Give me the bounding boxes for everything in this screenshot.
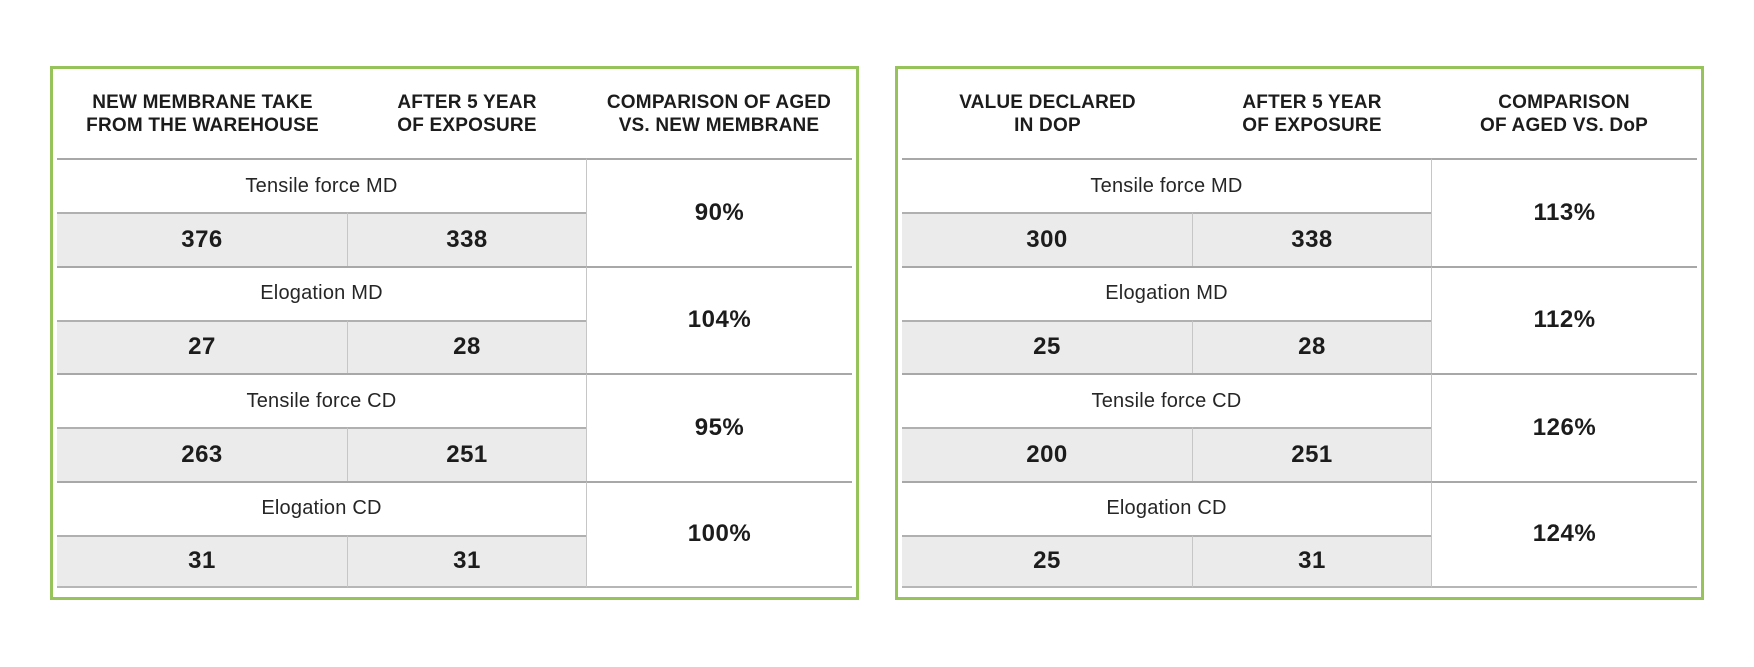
table-card-aged-vs-new-membrane: NEW MEMBRANE TAKE FROM THE WAREHOUSE AFT… [50,66,859,600]
header-line: OF AGED VS. DoP [1479,114,1649,136]
value-cell-new: 300 [902,212,1193,266]
header-line: AFTER 5 YEAR [1242,91,1382,113]
header-line: COMPARISON OF AGED [606,91,832,113]
table-aged-vs-dop: VALUE DECLARED IN DOP AFTER 5 YEAR OF EX… [902,69,1697,588]
row-label: Tensile force MD [902,158,1431,212]
header-line: IN DOP [1014,114,1081,136]
value-cell-new: 25 [902,319,1193,373]
value-cell-aged: 31 [348,534,586,588]
row-label: Tensile force MD [57,158,586,212]
header-line: VS. NEW MEMBRANE [618,114,820,136]
value-cell-new: 376 [57,212,348,266]
comparison-cell: 124% [1431,480,1697,588]
value-cell-aged: 28 [1193,319,1431,373]
value-cell-new: 31 [57,534,348,588]
column-header-after-5-year: AFTER 5 YEAR OF EXPOSURE [348,69,586,158]
row-label: Tensile force CD [57,373,586,427]
header-line: OF EXPOSURE [1242,114,1382,136]
row-label: Elogation CD [57,480,586,535]
value-cell-new: 27 [57,319,348,373]
value-cell-aged: 28 [348,319,586,373]
comparison-cell: 126% [1431,373,1697,481]
column-header-after-5-year: AFTER 5 YEAR OF EXPOSURE [1193,69,1431,158]
header-line: FROM THE WAREHOUSE [86,114,319,136]
value-cell-aged: 251 [348,427,586,481]
row-label: Elogation CD [902,480,1431,535]
column-header-value-declared: VALUE DECLARED IN DOP [902,69,1193,158]
row-label: Tensile force CD [902,373,1431,427]
row-label: Elogation MD [902,265,1431,320]
value-cell-aged: 338 [1193,212,1431,266]
table-card-aged-vs-dop: VALUE DECLARED IN DOP AFTER 5 YEAR OF EX… [895,66,1704,600]
comparison-cell: 104% [586,265,852,373]
header-line: VALUE DECLARED [959,91,1136,113]
header-line: NEW MEMBRANE TAKE [92,91,313,113]
value-cell-aged: 338 [348,212,586,266]
value-cell-aged: 31 [1193,534,1431,588]
header-line: COMPARISON [1498,91,1630,113]
comparison-cell: 100% [586,480,852,588]
value-cell-new: 25 [902,534,1193,588]
value-cell-new: 263 [57,427,348,481]
column-header-new-membrane: NEW MEMBRANE TAKE FROM THE WAREHOUSE [57,69,348,158]
column-header-comparison: COMPARISON OF AGED VS. DoP [1431,69,1697,158]
header-line: OF EXPOSURE [397,114,537,136]
row-label: Elogation MD [57,265,586,320]
header-line: AFTER 5 YEAR [397,91,537,113]
value-cell-new: 200 [902,427,1193,481]
comparison-cell: 90% [586,158,852,266]
value-cell-aged: 251 [1193,427,1431,481]
comparison-cell: 113% [1431,158,1697,266]
comparison-cell: 112% [1431,265,1697,373]
comparison-cell: 95% [586,373,852,481]
table-aged-vs-new-membrane: NEW MEMBRANE TAKE FROM THE WAREHOUSE AFT… [57,69,852,588]
column-header-comparison: COMPARISON OF AGED VS. NEW MEMBRANE [586,69,852,158]
